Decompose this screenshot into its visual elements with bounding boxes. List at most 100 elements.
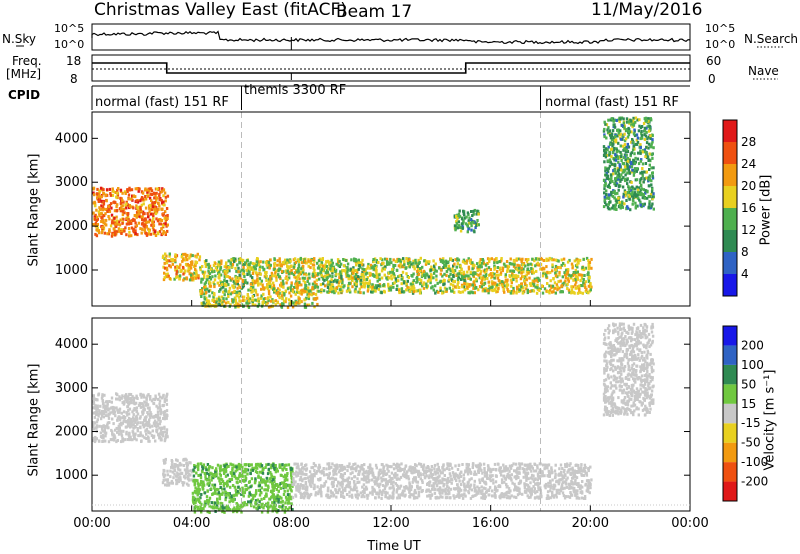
echo-cell: [554, 258, 558, 262]
echo-cell: [443, 260, 447, 264]
echo-cell: [119, 196, 122, 200]
echo-cell: [255, 279, 258, 283]
echo-cell: [346, 266, 349, 270]
echo-cell: [604, 182, 607, 186]
echo-cell: [402, 265, 405, 269]
echo-cell: [479, 276, 483, 280]
echo-cell: [457, 212, 461, 216]
echo-cell: [201, 287, 204, 291]
echo-cell: [603, 195, 606, 199]
echo-cell: [150, 434, 154, 438]
echo-cell: [268, 285, 272, 289]
echo-cell: [419, 282, 422, 286]
echo-cell: [221, 510, 224, 514]
echo-cell: [355, 259, 358, 263]
echo-cell: [154, 413, 158, 417]
echo-cell: [569, 274, 572, 278]
echo-cell: [476, 269, 479, 273]
echo-cell: [334, 289, 338, 293]
echo-cell: [447, 264, 451, 268]
echo-cell: [647, 142, 651, 146]
echo-cell: [230, 499, 233, 503]
echo-cell: [281, 504, 284, 508]
echo-cell: [307, 294, 310, 298]
echo-cell: [219, 468, 222, 472]
echo-cell: [171, 470, 174, 474]
echo-cell: [208, 280, 211, 284]
echo-cell: [610, 193, 613, 197]
echo-cell: [243, 275, 246, 278]
echo-cell: [212, 264, 216, 267]
echo-cell: [380, 291, 383, 295]
echo-cell: [131, 398, 134, 402]
echo-cell: [101, 229, 104, 233]
echo-cell: [153, 230, 157, 234]
echo-cell: [213, 491, 217, 494]
echo-cell: [455, 273, 458, 277]
echo-cell: [401, 270, 405, 274]
echo-cell: [201, 303, 204, 307]
echo-cell: [140, 439, 143, 443]
echo-cell: [164, 231, 167, 235]
echo-cell: [493, 258, 496, 262]
echo-cell: [466, 211, 470, 215]
echo-cell: [564, 273, 567, 277]
echo-cell: [326, 276, 329, 280]
echo-cell: [495, 273, 498, 277]
echo-cell: [626, 166, 630, 170]
echo-cell: [372, 267, 375, 271]
echo-cell: [629, 208, 632, 212]
echo-cell: [375, 260, 379, 264]
echo-cell: [275, 483, 278, 487]
echo-cell: [225, 265, 228, 269]
echo-cell: [187, 477, 190, 481]
echo-cell: [92, 411, 96, 415]
echo-cell: [233, 506, 236, 510]
echo-cell: [246, 472, 249, 476]
echo-cell: [466, 285, 469, 289]
echo-cell: [193, 508, 196, 512]
echo-cell: [238, 261, 242, 265]
echo-cell: [477, 212, 480, 216]
echo-cell: [141, 191, 145, 195]
echo-cell: [641, 174, 644, 178]
echo-cell: [574, 275, 578, 278]
echo-cell: [224, 490, 227, 494]
echo-cell: [651, 187, 654, 191]
echo-cell: [374, 289, 377, 293]
echo-cell: [133, 396, 136, 400]
echo-cell: [475, 212, 478, 216]
echo-cell: [272, 284, 276, 288]
echo-cell: [241, 263, 244, 266]
echo-cell: [182, 252, 185, 256]
echo-cell: [317, 289, 320, 293]
echo-cell: [251, 288, 254, 292]
echo-cell: [165, 214, 168, 218]
echo-cell: [290, 283, 293, 287]
echo-cell: [131, 395, 134, 399]
echo-cell: [110, 234, 114, 238]
echo-cell: [98, 409, 101, 413]
echo-cell: [375, 268, 378, 272]
echo-cell: [102, 415, 105, 419]
echo-cell: [434, 262, 437, 266]
echo-cell: [244, 488, 247, 492]
echo-cell: [422, 274, 425, 277]
echo-cell: [200, 479, 203, 483]
echo-cell: [93, 397, 96, 401]
echo-cell: [317, 259, 321, 263]
echo-cell: [234, 469, 237, 473]
echo-cell: [196, 252, 199, 256]
echo-cell: [213, 483, 217, 487]
echo-cell: [121, 401, 124, 405]
echo-cell: [337, 291, 340, 295]
echo-cell: [288, 493, 291, 497]
echo-cell: [335, 286, 338, 290]
echo-cell: [299, 258, 302, 261]
echo-cell: [413, 267, 416, 271]
echo-cell: [641, 171, 644, 175]
echo-cell: [590, 266, 593, 270]
echo-cell: [181, 483, 185, 487]
echo-cell: [633, 162, 637, 166]
echo-cell: [230, 478, 234, 481]
